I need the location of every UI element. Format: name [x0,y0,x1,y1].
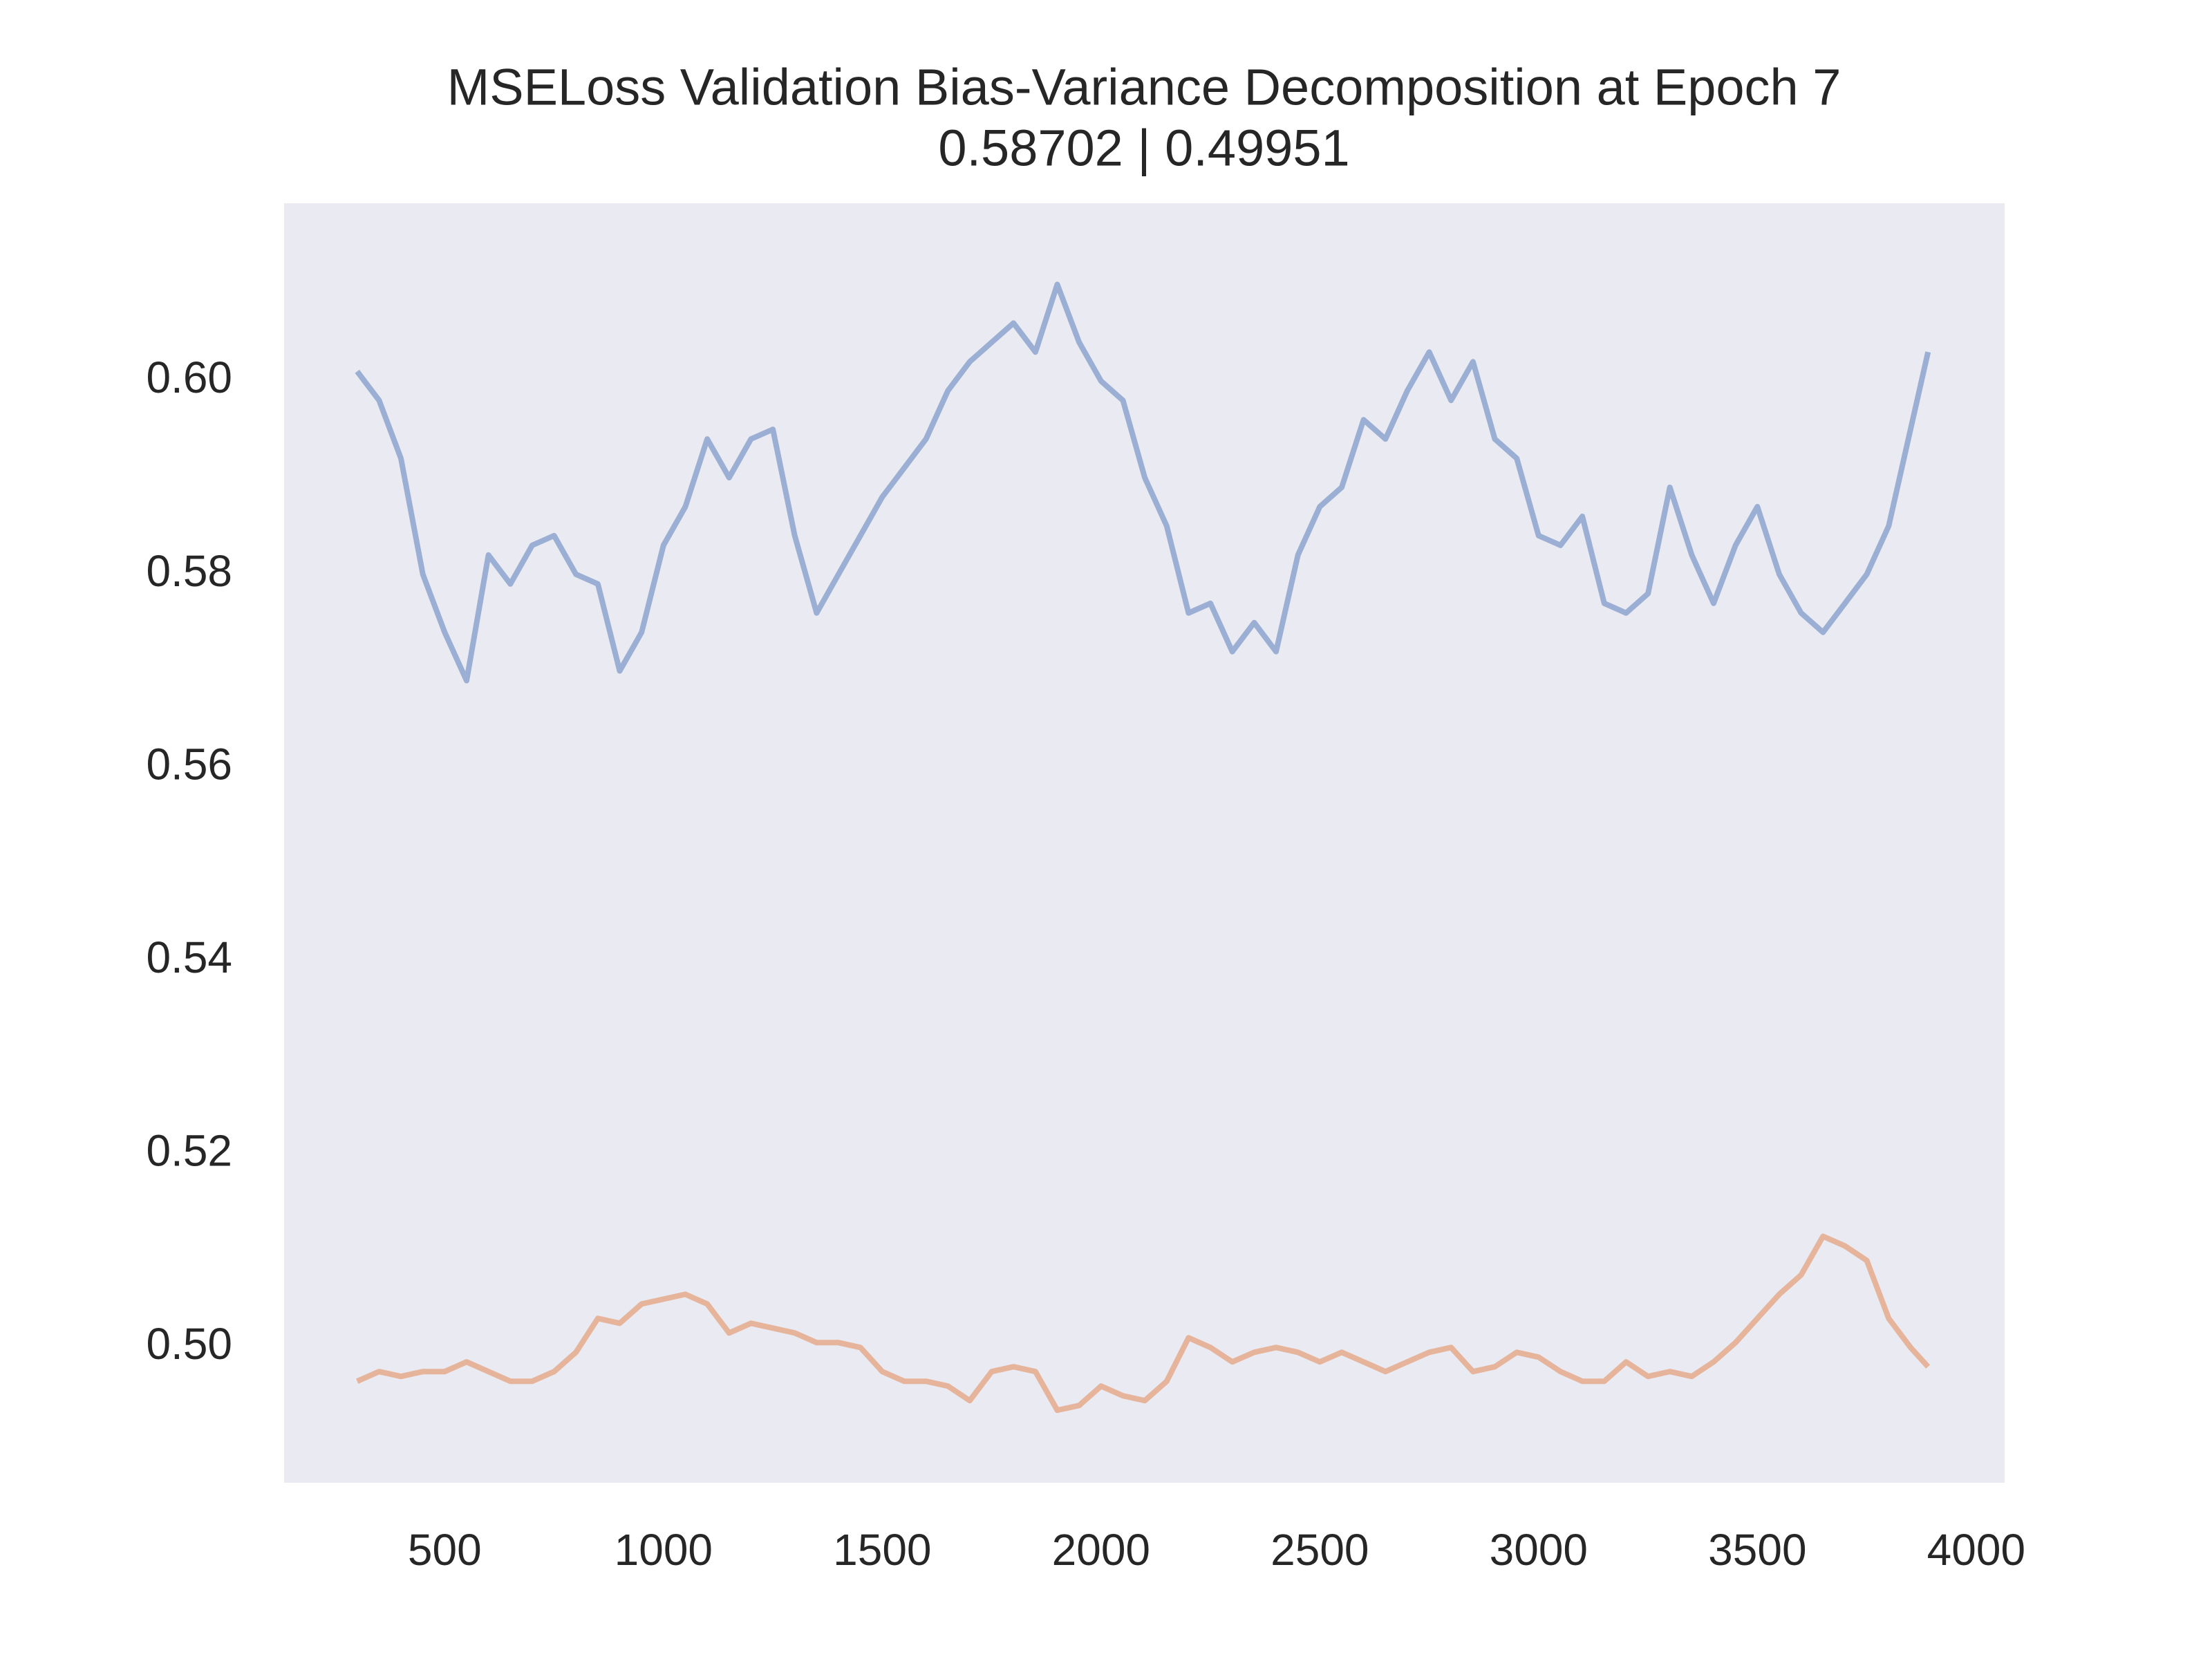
series-line [356,1233,1931,1414]
y-tick-label: 0.52 [146,1126,232,1176]
y-tick-label: 0.54 [146,932,232,982]
x-tick-label: 2000 [1052,1525,1150,1575]
series-line [355,281,1931,684]
chart-title: MSELoss Validation Bias-Variance Decompo… [447,59,1841,116]
x-tick-label: 500 [408,1525,482,1575]
x-tick-label: 4000 [1927,1525,2025,1575]
x-tick-label: 2500 [1271,1525,1369,1575]
x-tick-label: 1500 [833,1525,931,1575]
x-tick-label: 3500 [1708,1525,1806,1575]
chart-subtitle: 0.58702 | 0.49951 [938,120,1349,177]
y-tick-label: 0.56 [146,739,232,789]
x-tick-label: 3000 [1490,1525,1588,1575]
y-tick-label: 0.58 [146,546,232,596]
y-tick-label: 0.50 [146,1319,232,1369]
plot-background [284,203,2005,1483]
y-tick-label: 0.60 [146,353,232,402]
x-tick-label: 1000 [615,1525,713,1575]
